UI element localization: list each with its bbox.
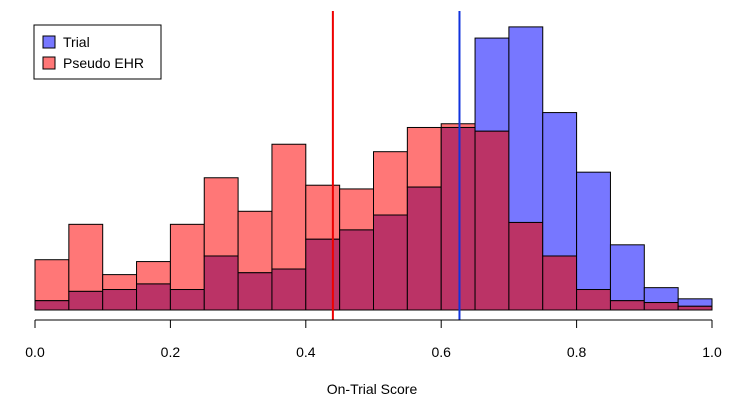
bar-trial [643,287,679,304]
bar-pseudo-ehr [169,223,205,291]
legend-label-pseudo-ehr: Pseudo EHR [63,55,144,71]
bar-trial [508,26,544,223]
bar-overlap [474,130,510,311]
bar-overlap [305,238,341,311]
bar-pseudo-ehr [440,123,476,128]
bars-layer [34,26,713,311]
bar-pseudo-ehr [68,223,104,292]
legend-box [33,24,162,80]
legend-swatch-trial [42,35,56,49]
bar-pseudo-ehr [102,274,138,291]
bar-pseudo-ehr [339,188,374,231]
bar-overlap [203,255,239,311]
bar-overlap [102,289,138,311]
bar-overlap [271,268,307,311]
x-tick-label: 0.2 [161,344,181,360]
legend-swatch-pseudo-ehr [42,56,56,70]
bar-overlap [237,272,273,311]
bar-pseudo-ehr [271,143,307,270]
bar-pseudo-ehr [305,184,341,240]
x-tick-label: 1.0 [702,344,722,360]
bar-overlap [440,126,476,311]
bar-trial [576,171,611,291]
bar-overlap [677,305,713,311]
bar-pseudo-ehr [203,177,239,257]
bar-trial [542,112,578,257]
bar-pseudo-ehr [373,151,408,216]
bar-overlap [339,229,374,311]
bar-overlap [373,214,408,311]
legend-label-trial: Trial [63,34,90,50]
bar-pseudo-ehr [406,126,442,188]
bar-overlap [643,302,679,311]
x-tick-label: 0.0 [25,344,45,360]
bar-overlap [609,300,645,311]
bar-overlap [34,300,70,311]
bar-overlap [406,186,442,311]
bar-overlap [169,289,205,311]
bar-pseudo-ehr [237,210,273,274]
bar-trial [609,244,645,302]
x-tick-label: 0.4 [296,344,316,360]
reference-lines [331,11,461,320]
bar-trial [677,298,713,307]
bar-pseudo-ehr [34,259,70,302]
bar-overlap [508,221,544,311]
x-tick-label: 0.8 [567,344,587,360]
bar-overlap [136,283,171,311]
bar-overlap [68,290,104,311]
x-axis: 0.0 0.2 0.4 0.6 0.8 1.0 [25,319,722,360]
bar-overlap [576,289,611,311]
x-axis-title: On-Trial Score [327,381,418,397]
x-tick-label: 0.6 [431,344,451,360]
legend: Trial Pseudo EHR [33,24,162,80]
bar-pseudo-ehr [136,261,171,285]
bar-trial [474,37,510,132]
bar-overlap [542,255,578,311]
